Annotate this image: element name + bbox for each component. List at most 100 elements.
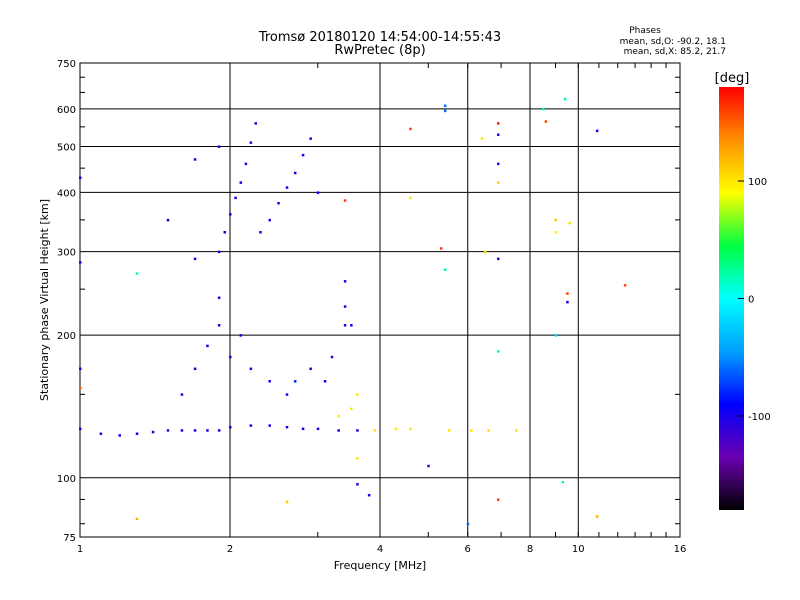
data-point: [249, 424, 253, 427]
data-point: [542, 107, 545, 111]
data-point: [193, 367, 197, 371]
data-point: [206, 344, 209, 348]
data-point: [316, 191, 320, 194]
data-point: [301, 427, 305, 431]
data-point: [249, 367, 253, 371]
data-point: [554, 218, 557, 222]
data-point: [487, 429, 490, 432]
data-point: [595, 515, 599, 518]
data-point: [217, 429, 221, 432]
x-tick-label: 2: [227, 544, 233, 555]
data-point: [223, 231, 227, 234]
y-tick-label: 500: [57, 142, 76, 153]
data-point: [316, 427, 320, 431]
data-point: [447, 429, 451, 432]
data-point: [79, 427, 82, 431]
data-point: [244, 162, 248, 166]
data-point: [343, 280, 347, 283]
data-point: [229, 355, 232, 359]
data-point: [79, 176, 82, 180]
data-point: [309, 367, 312, 371]
data-point: [193, 158, 197, 161]
data-point: [180, 429, 184, 432]
data-point: [79, 386, 82, 390]
data-point: [496, 350, 500, 353]
data-point: [496, 181, 500, 184]
colorbar-ticks: 100 0 -100: [738, 177, 771, 423]
x-tick-label: 8: [527, 544, 533, 555]
data-point: [337, 429, 340, 432]
data-point: [268, 424, 271, 427]
data-point: [496, 498, 500, 501]
data-point: [443, 109, 447, 113]
data-point: [554, 231, 557, 234]
data-point: [285, 425, 289, 429]
data-point: [356, 457, 359, 460]
data-point: [293, 380, 297, 383]
data-point: [234, 196, 237, 200]
data-point: [301, 153, 305, 157]
data-point: [443, 268, 447, 272]
data-point: [496, 257, 500, 261]
data-point: [217, 296, 221, 300]
y-axis-label: Stationary phase Virtual Height [km]: [38, 199, 51, 401]
data-point: [217, 145, 221, 148]
data-point: [249, 141, 253, 144]
y-tick-label: 400: [57, 188, 76, 199]
data-point: [470, 429, 473, 432]
data-point: [356, 483, 359, 486]
data-point: [439, 247, 443, 250]
chart-subtitle: RwPretec (8p): [334, 43, 425, 58]
data-point: [566, 292, 569, 295]
data-point: [480, 137, 484, 140]
data-point: [79, 261, 82, 264]
data-point: [350, 324, 353, 327]
data-point: [343, 305, 347, 308]
data-point: [356, 429, 359, 432]
data-point: [568, 221, 571, 225]
data-point: [239, 334, 243, 337]
stats-line-x: mean, sd,X: 85.2, 21.7: [624, 47, 726, 57]
x-axis-label: Frequency [MHz]: [334, 559, 426, 572]
data-point: [484, 250, 487, 254]
y-tick-label: 75: [63, 533, 76, 544]
x-tick-label: 10: [572, 544, 585, 555]
data-point: [229, 425, 232, 429]
x-tick-label: 6: [465, 544, 471, 555]
data-point: [427, 464, 430, 468]
data-point: [285, 393, 289, 396]
data-point: [217, 324, 221, 327]
data-point: [217, 250, 221, 254]
y-tick-label: 300: [57, 248, 76, 259]
data-point: [623, 284, 627, 287]
data-point: [193, 429, 197, 432]
data-point: [239, 181, 243, 184]
grid-lines: [79, 63, 681, 537]
data-point: [496, 133, 500, 136]
data-point: [409, 196, 412, 200]
data-point: [268, 218, 271, 222]
data-point: [180, 393, 184, 396]
data-point: [135, 272, 139, 275]
data-point: [99, 432, 103, 435]
data-point: [309, 137, 312, 140]
data-point: [330, 355, 334, 359]
data-point: [561, 480, 565, 484]
data-point: [293, 171, 297, 175]
y-tick-label: 100: [57, 474, 76, 485]
data-point: [229, 213, 232, 216]
data-point: [496, 122, 500, 125]
data-point: [254, 122, 257, 125]
data-point: [544, 120, 548, 123]
data-point: [566, 300, 569, 304]
data-point: [337, 415, 340, 418]
data-point: [118, 434, 121, 437]
data-point: [343, 199, 347, 202]
data-point: [268, 380, 271, 383]
data-point: [409, 127, 412, 131]
data-point: [323, 380, 327, 383]
x-tick-label: 16: [674, 544, 687, 555]
data-point: [563, 97, 567, 101]
data-point: [350, 407, 353, 411]
data-point: [496, 162, 500, 166]
